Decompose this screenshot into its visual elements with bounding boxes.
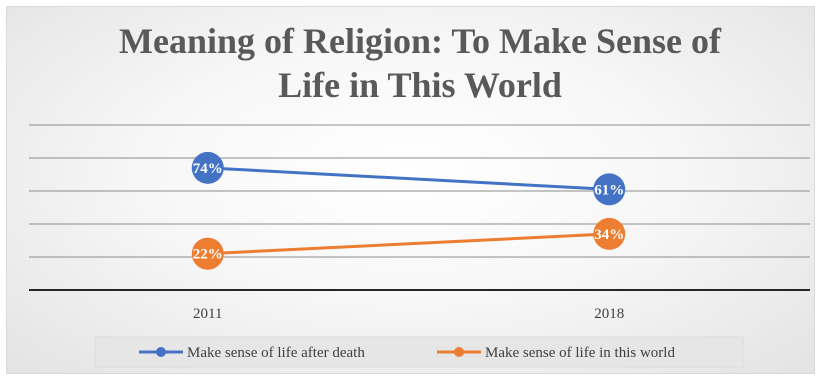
line-chart: Meaning of Religion: To Make Sense of Li… — [29, 21, 810, 368]
data-point-s1-2018 — [593, 173, 626, 206]
series-line-2 — [207, 232, 610, 256]
gridlines — [29, 124, 810, 258]
series-layer: 74% 61% 22% 34% — [191, 151, 626, 270]
x-tick-label-2011: 2011 — [193, 306, 222, 322]
legend-box — [94, 336, 744, 368]
data-label-s1-2011: 74% — [193, 161, 223, 177]
data-point-s1-2011 — [191, 151, 224, 184]
x-axis: 2011 2018 — [29, 289, 810, 322]
chart-title-line-1: Meaning of Religion: To Make Sense of — [119, 21, 722, 61]
data-point-s2-2011 — [191, 237, 224, 270]
chart-frame: Meaning of Religion: To Make Sense of Li… — [6, 6, 815, 374]
data-label-s2-2018: 34% — [594, 227, 624, 243]
chart-title-line-2: Life in This World — [278, 65, 562, 105]
legend-marker-2 — [454, 347, 464, 357]
legend: Make sense of life after death Make sense… — [94, 336, 744, 368]
legend-label-1: Make sense of life after death — [187, 345, 365, 361]
data-label-s1-2018: 61% — [594, 182, 624, 198]
data-point-s2-2018 — [593, 217, 626, 250]
legend-label-2: Make sense of life in this world — [485, 345, 675, 361]
data-label-s2-2011: 22% — [193, 247, 223, 263]
series-line-1 — [207, 166, 610, 191]
legend-marker-1 — [156, 347, 166, 357]
x-tick-label-2018: 2018 — [594, 306, 624, 322]
